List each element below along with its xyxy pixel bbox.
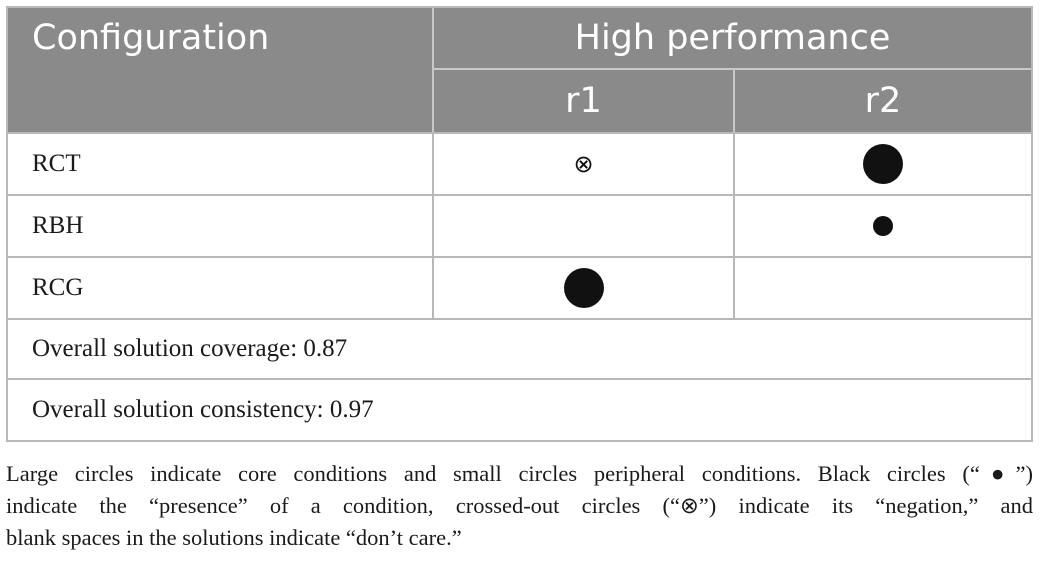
row-divider bbox=[8, 132, 1031, 134]
header-high-performance-label: High performance bbox=[574, 18, 891, 58]
header-r1-label: r1 bbox=[565, 81, 602, 121]
cell-rbh-r2 bbox=[735, 196, 1031, 256]
header-divider bbox=[432, 8, 434, 132]
row-label: RCT bbox=[32, 150, 81, 177]
consistency-row: Overall solution consistency: 0.97 bbox=[8, 380, 1031, 440]
row-label: RBH bbox=[32, 212, 84, 239]
header-divider bbox=[434, 68, 1031, 70]
header-high-performance: High performance bbox=[434, 8, 1031, 68]
cell-rbh-r1 bbox=[434, 196, 733, 256]
header-divider bbox=[733, 70, 735, 132]
table-footnote: Large circles indicate core conditions a… bbox=[6, 458, 1033, 554]
header-r2: r2 bbox=[735, 70, 1031, 132]
row-label: RCG bbox=[32, 274, 84, 301]
negation-icon: ⊗ bbox=[573, 150, 594, 178]
header-r1: r1 bbox=[434, 70, 733, 132]
footnote-line: blank spaces in the solutions indicate “… bbox=[6, 525, 462, 550]
coverage-text: Overall solution coverage: 0.87 bbox=[32, 335, 348, 362]
row-divider bbox=[8, 318, 1031, 320]
row-divider bbox=[8, 194, 1031, 196]
column-divider bbox=[733, 132, 735, 318]
table-row-rbh: RBH bbox=[8, 196, 432, 256]
results-table: Configuration High performance r1 r2 RCT… bbox=[6, 6, 1033, 442]
table-row-rct: RCT bbox=[8, 134, 432, 194]
cell-rct-r1: ⊗ bbox=[434, 134, 733, 194]
consistency-text: Overall solution consistency: 0.97 bbox=[32, 396, 374, 423]
row-divider bbox=[8, 378, 1031, 380]
footnote-line: indicate the “presence” of a condition, … bbox=[6, 493, 1033, 518]
table-row-rcg: RCG bbox=[8, 258, 432, 318]
header-configuration: Configuration bbox=[8, 8, 432, 132]
peripheral-presence-icon bbox=[873, 216, 893, 236]
cell-rct-r2 bbox=[735, 134, 1031, 194]
core-presence-icon bbox=[563, 268, 604, 308]
header-r2-label: r2 bbox=[864, 81, 902, 121]
cell-rcg-r2 bbox=[735, 258, 1031, 318]
coverage-row: Overall solution coverage: 0.87 bbox=[8, 320, 1031, 378]
row-divider bbox=[8, 256, 1031, 258]
core-presence-icon bbox=[863, 144, 903, 184]
header-configuration-label: Configuration bbox=[32, 18, 270, 58]
cell-rcg-r1 bbox=[434, 258, 733, 318]
footnote-line: Large circles indicate core conditions a… bbox=[6, 461, 1033, 486]
column-divider bbox=[432, 132, 434, 318]
